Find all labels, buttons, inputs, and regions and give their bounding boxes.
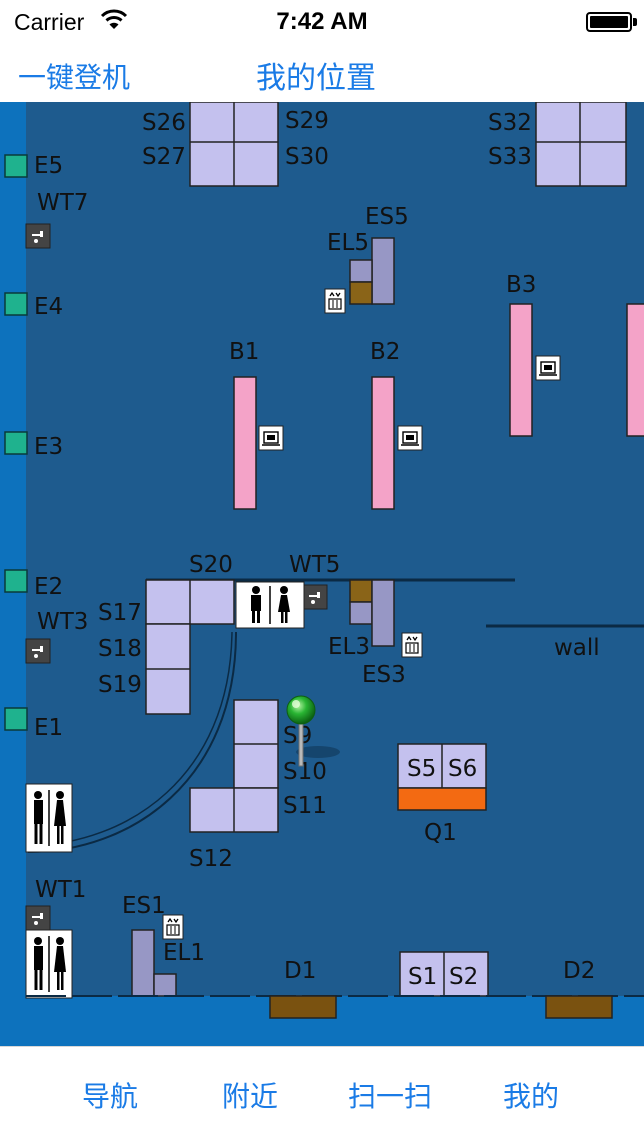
shop-label-s10: S10 [283,759,327,785]
shop-label-s12: S12 [189,846,233,872]
shop-label-s18: S18 [98,636,142,662]
shop-label-s26: S26 [142,110,186,136]
elevator-el5[interactable] [349,281,373,305]
floor-area [26,102,644,996]
belt-label-b2: B2 [370,339,400,365]
shop-label-s19: S19 [98,672,142,698]
exit-label-e4: E4 [34,294,63,320]
baggage-icon[interactable] [258,425,284,451]
baggage-icon[interactable] [397,425,423,451]
restroom-icon[interactable] [25,783,73,853]
status-bar: Carrier 7:42 AM [0,0,644,44]
tab-me[interactable]: 我的 [503,1080,560,1113]
door-label-d1: D1 [284,958,316,984]
shop-label-s17: S17 [98,600,142,626]
water-tap-icon[interactable] [25,638,51,664]
exit-e5[interactable] [4,154,28,178]
escalator-es1[interactable] [131,929,155,997]
baggage-icon[interactable] [535,355,561,381]
water-tap-icon[interactable] [25,223,51,249]
shop-block-s1-s2[interactable] [399,951,489,997]
shop-label-s30: S30 [285,144,329,170]
shop-block-s9-s12[interactable] [189,699,279,833]
water-label-wt3: WT3 [37,609,88,635]
exit-label-e3: E3 [34,434,63,460]
belt-label-b3: B3 [506,272,536,298]
door-d1[interactable] [269,995,337,1019]
elevator-label-el3: EL3 [328,634,370,660]
elevator-el3-lower[interactable] [349,601,373,625]
escalator-label-es3: ES3 [362,662,406,688]
exit-label-e5: E5 [34,153,63,179]
shop-block-s5-s6[interactable] [397,743,487,789]
shop-label-s20: S20 [189,552,233,578]
water-label-wt7: WT7 [37,190,88,216]
shop-label-s1: S1 [408,964,437,990]
clock: 7:42 AM [276,8,368,35]
shop-block-s26-s30[interactable] [189,102,279,187]
elevator-el3[interactable] [349,579,373,603]
elevator-icon[interactable] [162,914,184,940]
tab-nearby[interactable]: 附近 [222,1080,279,1113]
wall-label: wall [554,635,600,661]
shop-label-s32: S32 [488,110,532,136]
location-pin-icon[interactable] [286,695,340,767]
shop-label-s11: S11 [283,793,327,819]
shop-label-s6: S6 [448,756,477,782]
baggage-belt-b2[interactable] [371,376,395,510]
exit-label-e1: E1 [34,715,63,741]
shop-label-s33: S33 [488,144,532,170]
elevator-label-el1: EL1 [163,940,205,966]
floor-plan[interactable]: S26 S27 S29 S30 S32 S33 E5 E4 E3 E2 E1 W… [0,102,644,1046]
water-label-wt5: WT5 [289,552,340,578]
wifi-icon [100,8,128,34]
counter-q1[interactable] [397,787,487,811]
restroom-icon[interactable] [235,581,305,629]
door-label-d2: D2 [563,958,595,984]
shop-block-s32-s33[interactable] [535,102,627,187]
navigation-bar: 一键登机 我的位置 [0,44,644,102]
counter-label-q1: Q1 [424,820,457,846]
tab-navigation[interactable]: 导航 [82,1080,139,1113]
page-title: 我的位置 [256,61,376,96]
baggage-belt-b1[interactable] [233,376,257,510]
elevator-el5-top[interactable] [349,259,373,283]
tab-bar: 导航 附近 扫一扫 我的 [0,1046,644,1138]
belt-label-b1: B1 [229,339,259,365]
exit-e3[interactable] [4,431,28,455]
one-click-boarding-button[interactable]: 一键登机 [18,61,131,94]
exit-label-e2: E2 [34,574,63,600]
elevator-icon[interactable] [324,288,346,314]
elevator-label-el5: EL5 [327,230,369,256]
shop-block-s17-s20[interactable] [145,579,235,715]
restroom-icon[interactable] [25,929,73,999]
exit-e4[interactable] [4,292,28,316]
shop-label-s9: S9 [283,723,312,749]
escalator-es3[interactable] [371,579,395,647]
water-tap-icon[interactable] [302,584,328,610]
shop-label-s2: S2 [449,964,478,990]
escalator-label-es1: ES1 [122,893,166,919]
water-tap-icon[interactable] [25,905,51,931]
escalator-label-es5: ES5 [365,204,409,230]
tab-scan[interactable]: 扫一扫 [348,1080,433,1113]
exit-e1[interactable] [4,707,28,731]
door-d2[interactable] [545,995,613,1019]
water-label-wt1: WT1 [35,877,86,903]
elevator-icon[interactable] [401,632,423,658]
battery-icon [586,12,637,32]
shop-label-s29: S29 [285,108,329,134]
escalator-es5[interactable] [371,237,395,305]
elevator-el1[interactable] [153,973,177,997]
shop-label-s5: S5 [407,756,436,782]
shop-label-s27: S27 [142,144,186,170]
carrier-label: Carrier [14,9,85,35]
exit-e2[interactable] [4,569,28,593]
indoor-map[interactable]: S26 S27 S29 S30 S32 S33 E5 E4 E3 E2 E1 W… [0,102,644,1046]
baggage-belt-b3[interactable] [509,303,533,437]
baggage-belt-partial[interactable] [626,303,644,437]
